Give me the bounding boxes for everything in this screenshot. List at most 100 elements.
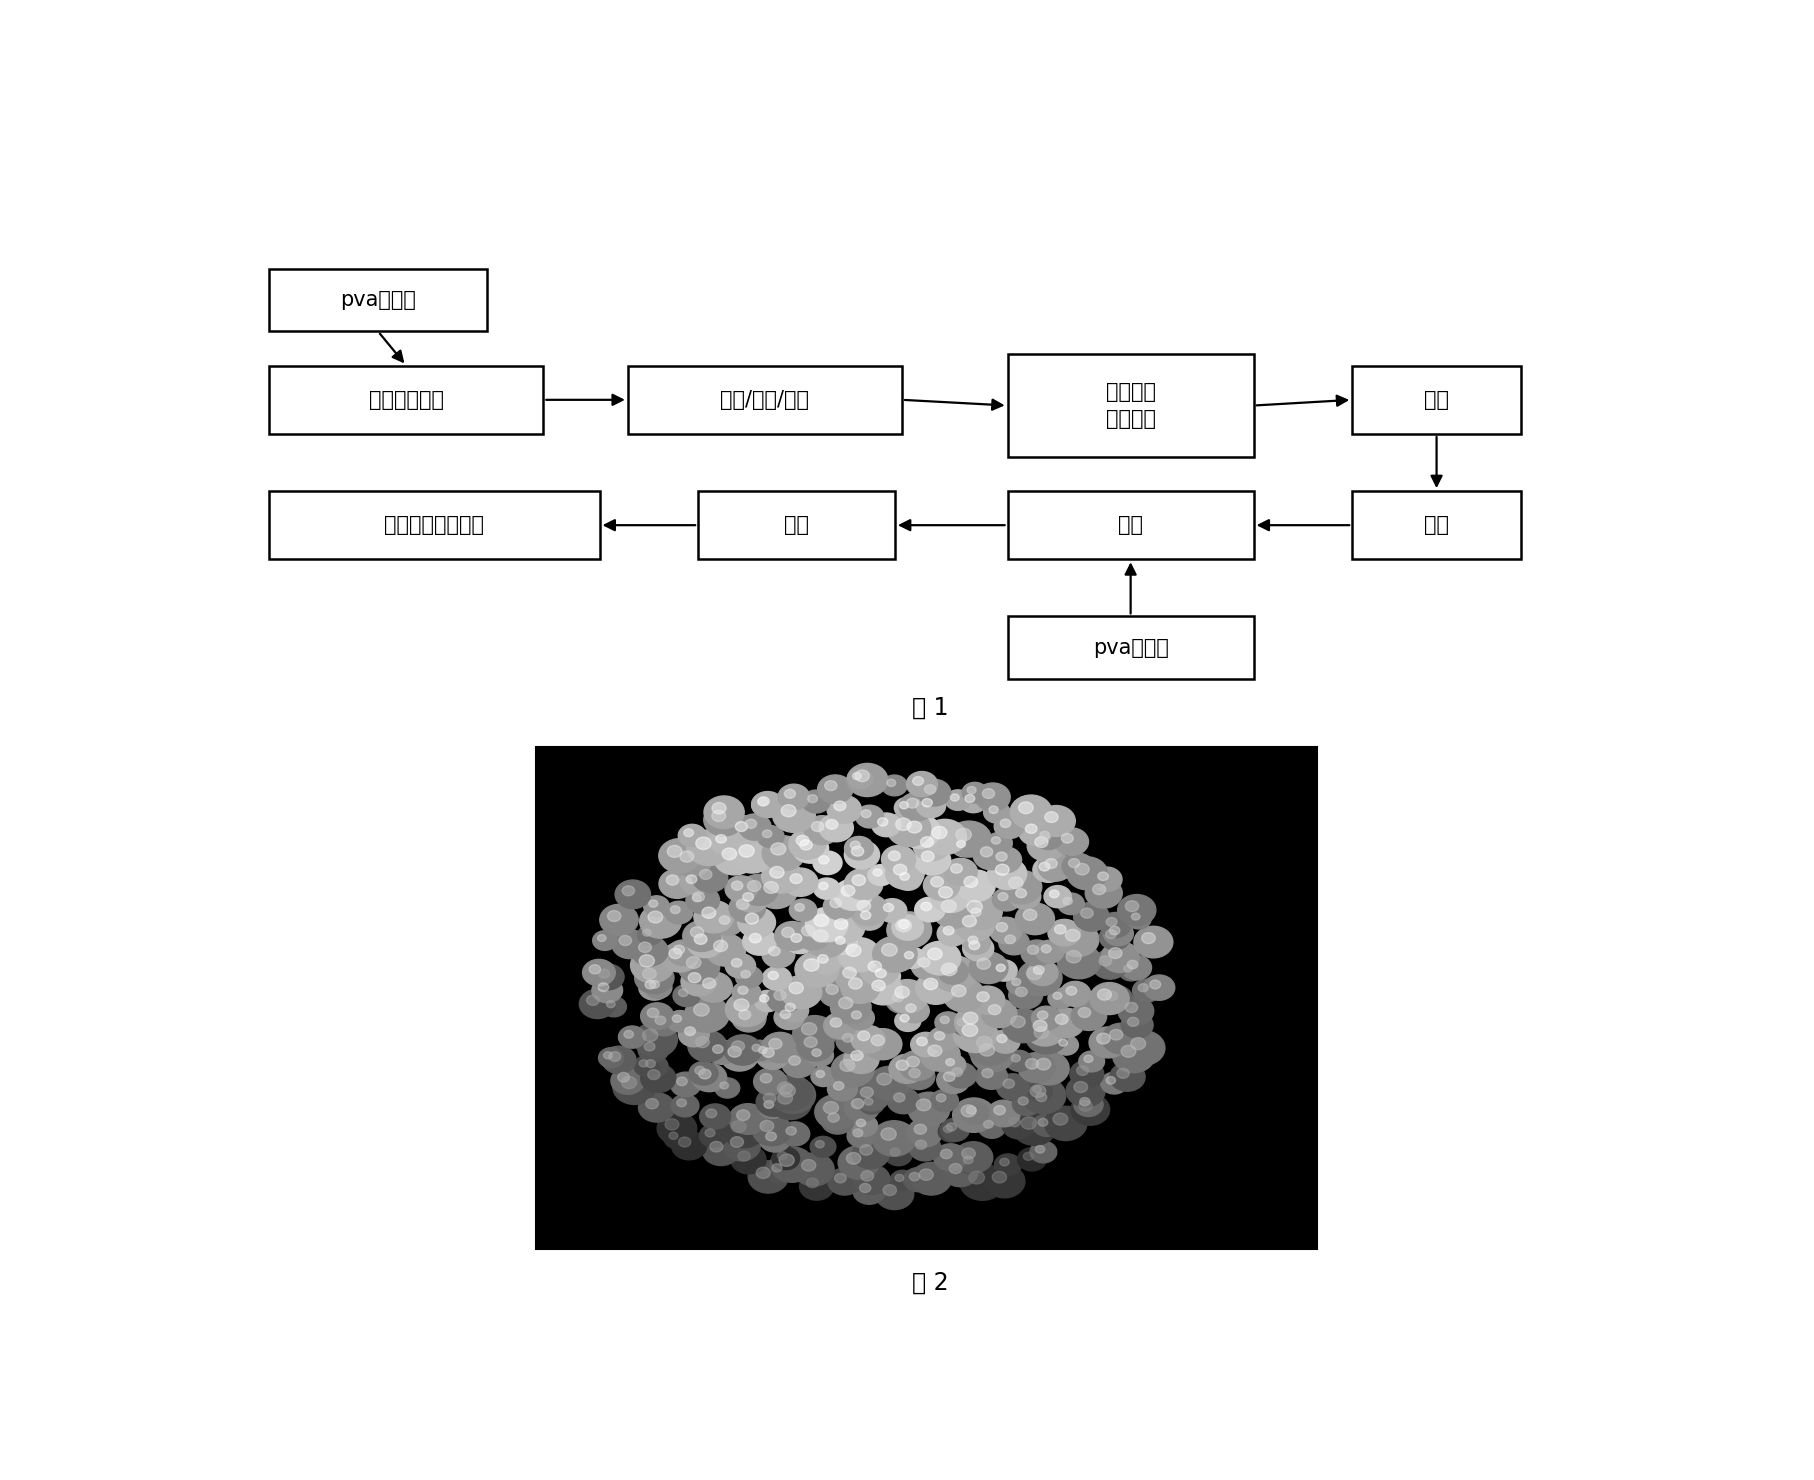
Circle shape (1048, 889, 1058, 898)
Circle shape (1018, 1097, 1027, 1106)
Circle shape (938, 959, 967, 984)
Text: 烧结: 烧结 (784, 515, 809, 536)
Circle shape (947, 821, 990, 857)
Circle shape (1099, 913, 1130, 937)
Circle shape (1007, 974, 1032, 995)
Circle shape (1023, 909, 1036, 921)
Circle shape (833, 879, 873, 910)
Circle shape (1034, 1146, 1045, 1153)
Circle shape (840, 972, 880, 1003)
Circle shape (1096, 1033, 1110, 1043)
Circle shape (844, 1092, 880, 1122)
Circle shape (764, 882, 778, 894)
Circle shape (751, 1114, 791, 1146)
Circle shape (851, 1011, 862, 1020)
Circle shape (876, 1073, 891, 1085)
Circle shape (1065, 1076, 1105, 1107)
Circle shape (1027, 966, 1041, 980)
Circle shape (994, 1106, 1005, 1114)
Circle shape (844, 1045, 878, 1073)
Circle shape (1101, 941, 1139, 972)
Circle shape (1088, 1027, 1126, 1058)
Circle shape (811, 821, 824, 832)
Circle shape (773, 1005, 804, 1030)
Circle shape (956, 1018, 965, 1026)
Circle shape (1025, 1058, 1038, 1069)
Circle shape (858, 1032, 869, 1040)
Circle shape (684, 996, 729, 1033)
Circle shape (804, 924, 847, 958)
Circle shape (992, 888, 1019, 912)
Circle shape (878, 818, 887, 826)
Circle shape (902, 1063, 934, 1089)
Circle shape (1117, 996, 1154, 1026)
Circle shape (983, 802, 1010, 823)
Circle shape (914, 897, 945, 922)
Circle shape (907, 821, 922, 833)
Circle shape (1065, 950, 1081, 963)
Circle shape (751, 792, 784, 817)
Circle shape (608, 910, 620, 922)
Circle shape (722, 848, 736, 860)
Circle shape (905, 798, 918, 808)
Circle shape (916, 972, 956, 1005)
Circle shape (970, 1036, 1014, 1072)
Circle shape (853, 1080, 889, 1111)
Circle shape (980, 1043, 994, 1057)
Circle shape (755, 1042, 789, 1070)
Circle shape (593, 931, 617, 950)
Circle shape (769, 1085, 811, 1119)
Circle shape (804, 959, 818, 971)
Circle shape (762, 941, 795, 968)
Circle shape (1041, 944, 1050, 953)
Circle shape (969, 986, 1005, 1014)
Circle shape (853, 1129, 862, 1137)
Circle shape (709, 830, 740, 854)
Circle shape (954, 909, 994, 941)
Circle shape (1023, 1153, 1032, 1160)
Circle shape (756, 1088, 791, 1116)
Circle shape (673, 946, 684, 955)
Circle shape (764, 1094, 775, 1104)
Circle shape (742, 892, 753, 901)
Circle shape (965, 795, 974, 802)
Circle shape (1027, 830, 1065, 861)
Circle shape (755, 990, 780, 1012)
Circle shape (1032, 1086, 1041, 1092)
Circle shape (854, 770, 869, 781)
Circle shape (834, 937, 845, 944)
Circle shape (860, 1171, 873, 1181)
Circle shape (1088, 983, 1128, 1014)
Circle shape (1092, 867, 1121, 891)
Circle shape (885, 1144, 912, 1166)
Circle shape (920, 941, 960, 975)
Text: 挤压/切断/滚圆: 挤压/切断/滚圆 (720, 389, 809, 410)
Circle shape (916, 1100, 931, 1111)
Circle shape (923, 870, 960, 900)
Circle shape (795, 903, 804, 912)
Circle shape (1105, 929, 1116, 938)
Circle shape (727, 1046, 740, 1057)
Circle shape (773, 798, 814, 832)
Circle shape (753, 1069, 785, 1095)
Circle shape (1108, 947, 1121, 959)
Circle shape (649, 1011, 678, 1036)
Circle shape (882, 845, 916, 873)
Bar (1007, 354, 1253, 457)
Bar (268, 491, 599, 559)
Circle shape (951, 793, 958, 801)
Circle shape (909, 1069, 920, 1077)
Circle shape (789, 898, 816, 921)
Circle shape (677, 1077, 688, 1086)
Circle shape (943, 1125, 952, 1132)
Circle shape (967, 901, 981, 913)
Circle shape (1121, 1030, 1165, 1066)
Circle shape (1068, 858, 1079, 867)
Circle shape (845, 1153, 860, 1165)
Circle shape (591, 978, 622, 1003)
Circle shape (854, 805, 883, 827)
Circle shape (1132, 980, 1161, 1002)
Circle shape (776, 1082, 793, 1095)
Circle shape (960, 1101, 989, 1125)
Circle shape (1010, 795, 1052, 829)
